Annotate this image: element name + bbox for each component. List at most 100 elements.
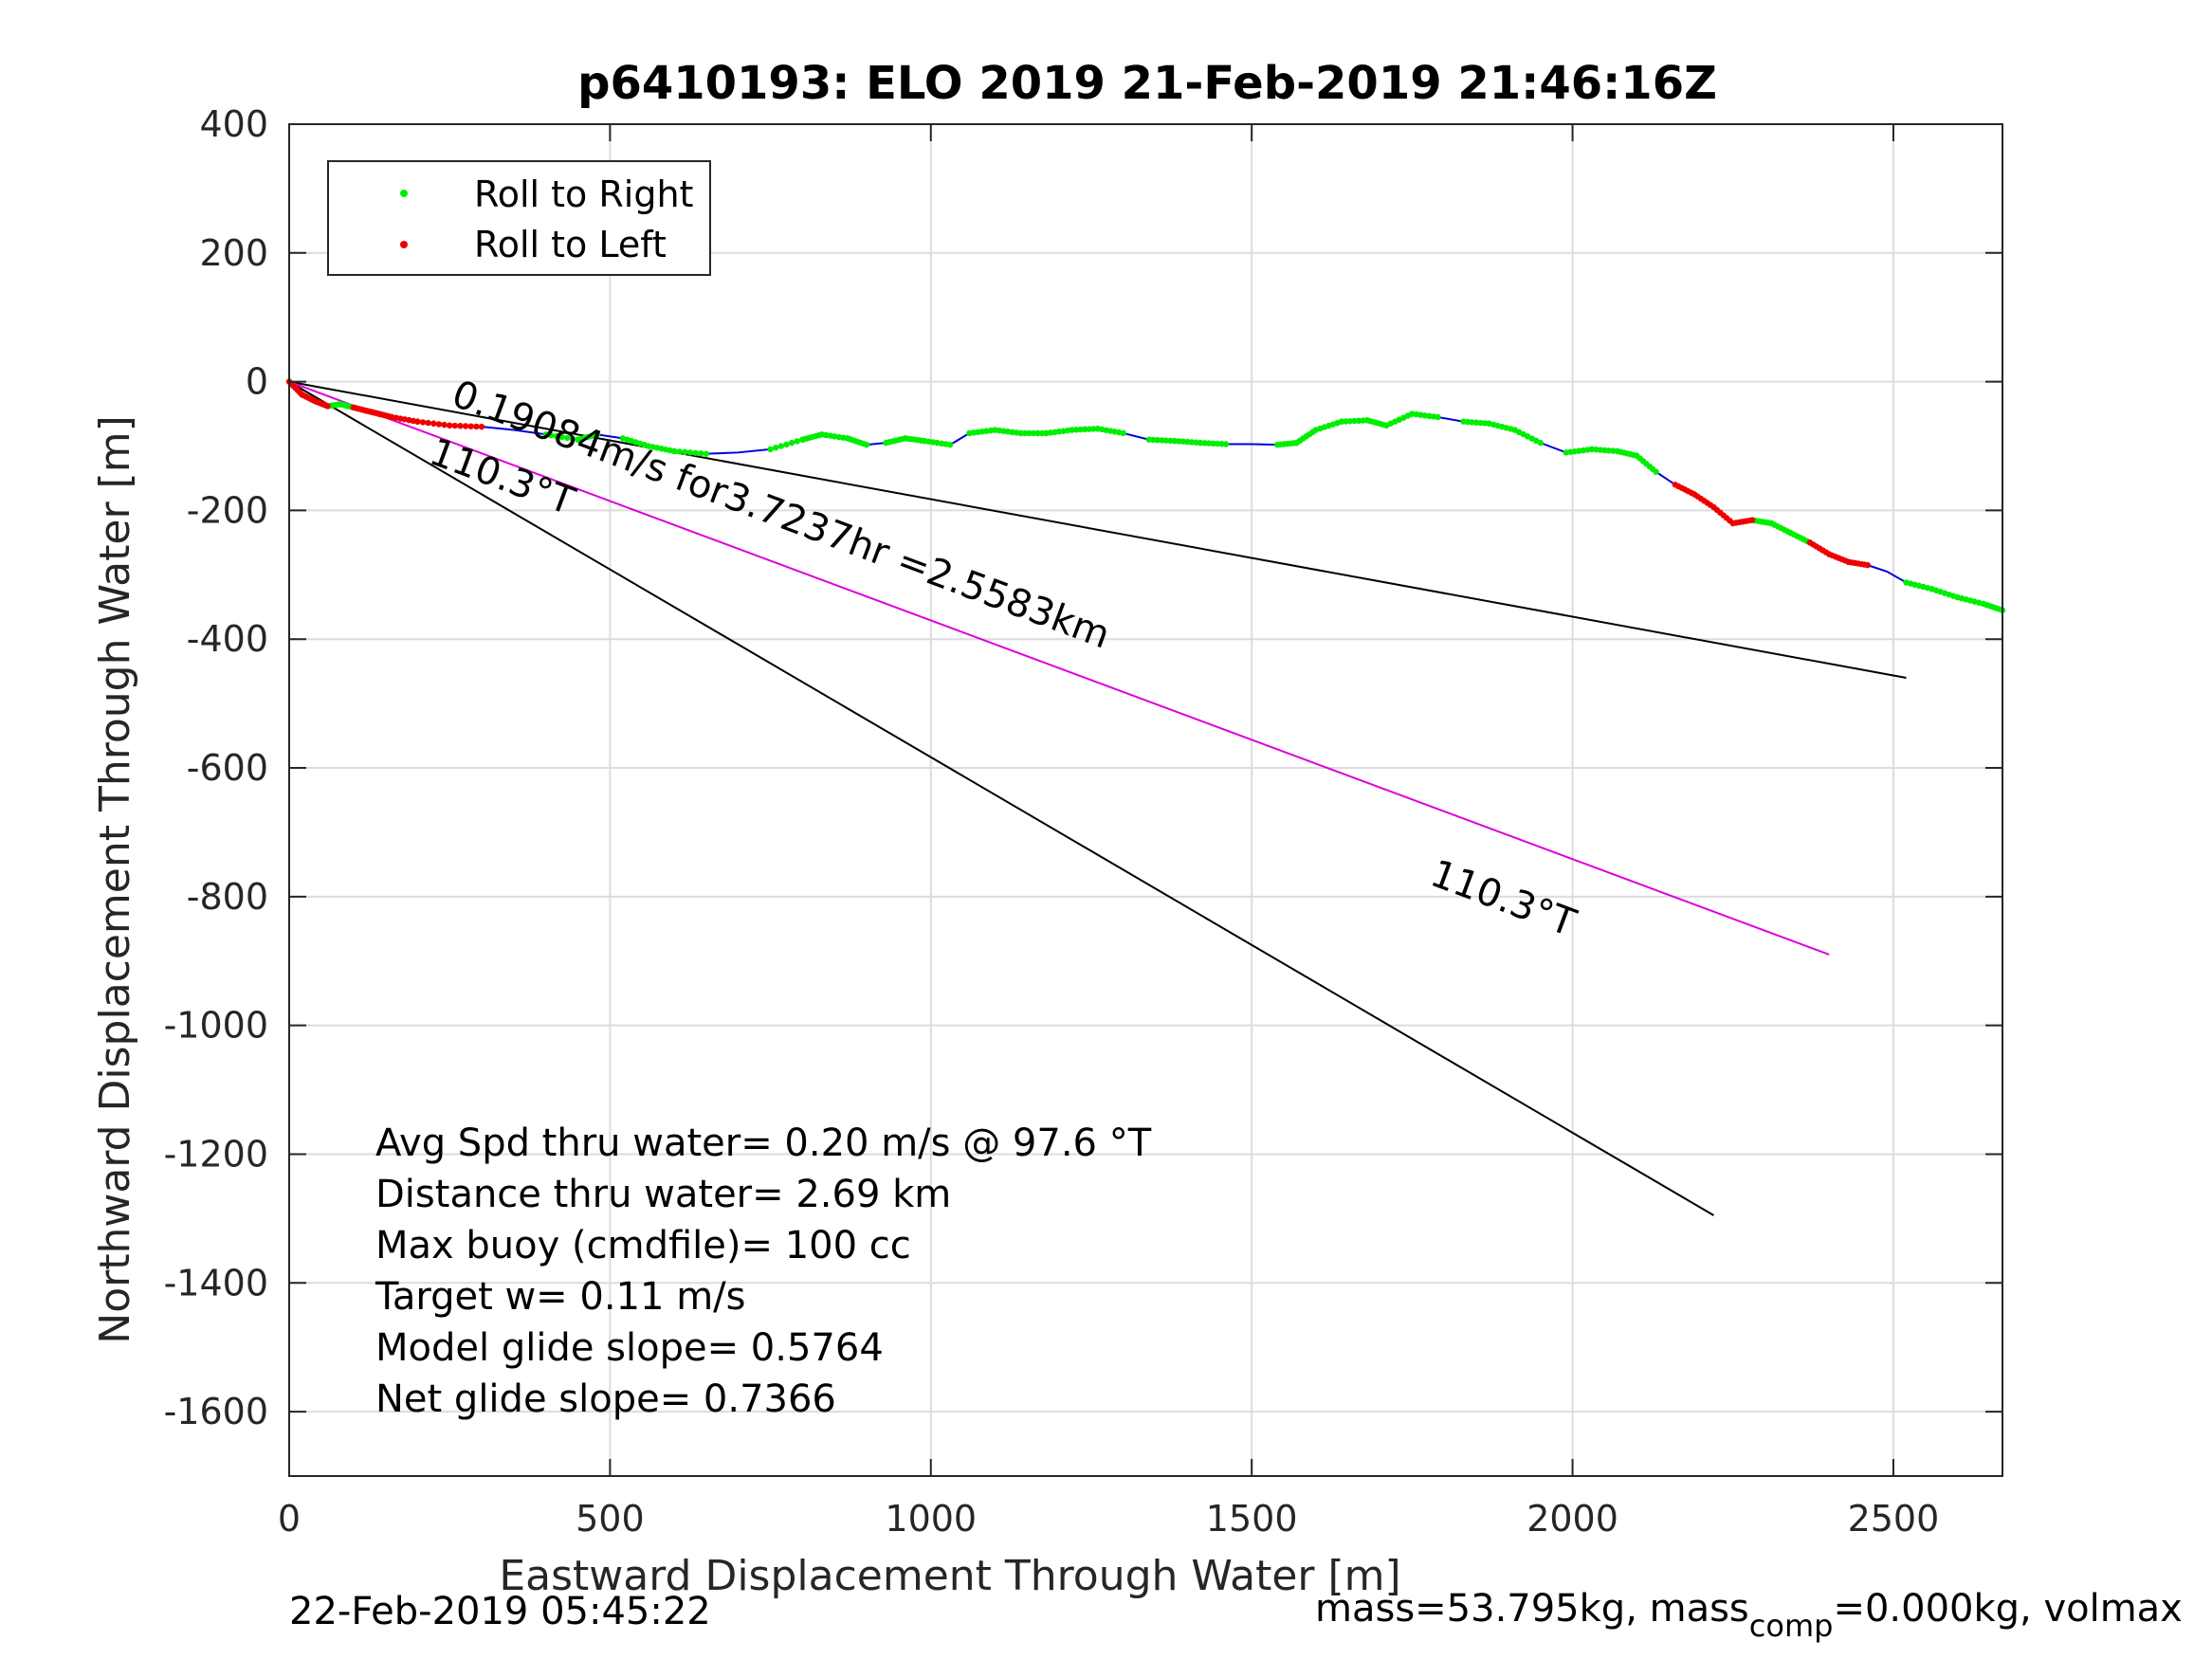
y-tick-label: 200 <box>199 232 268 274</box>
roll-left-point <box>1864 561 1872 569</box>
legend-marker-roll-right <box>400 190 408 197</box>
y-tick-label: -1400 <box>164 1262 268 1304</box>
y-tick-label: -200 <box>187 489 268 531</box>
y-tick-label: 400 <box>199 103 268 145</box>
y-tick-label: -400 <box>187 618 268 660</box>
avg-heading-line-1 <box>288 380 1907 679</box>
roll-right-point <box>1154 436 1161 444</box>
roll-right-point <box>1017 429 1024 437</box>
roll-left-point <box>425 419 431 427</box>
footer-mass-prefix: mass=53.795kg, mass <box>1315 1587 1749 1631</box>
roll-left-point <box>435 421 443 428</box>
roll-right-point <box>1222 441 1230 447</box>
footer-mass-info: mass=53.795kg, masscomp=0.000kg, volmax <box>1315 1587 2183 1644</box>
roll-right-point <box>692 449 699 456</box>
footer-timestamp: 22-Feb-2019 05:45:22 <box>289 1590 711 1633</box>
roll-right-point <box>1086 426 1092 432</box>
roll-left-point <box>446 422 453 428</box>
roll-left-point <box>324 403 331 410</box>
roll-right-point <box>594 431 601 438</box>
roll-right-point <box>1343 418 1349 425</box>
stats-line: Model glide slope= 0.5764 <box>375 1326 884 1370</box>
y-tick-label: -1600 <box>164 1391 268 1432</box>
x-tick-label: 0 <box>278 1498 301 1540</box>
roll-right-point <box>1355 417 1362 425</box>
roll-right-point <box>1218 441 1225 447</box>
roll-right-point <box>1360 417 1366 424</box>
roll-right-point <box>1145 436 1153 443</box>
roll-right-point <box>1338 418 1345 425</box>
roll-right-point <box>1159 437 1165 444</box>
axes-box <box>288 123 2003 1477</box>
x-axis-label: Eastward Displacement Through Water [m] <box>499 1552 1400 1600</box>
stats-line: Distance thru water= 2.69 km <box>375 1173 951 1216</box>
roll-left-point <box>430 420 437 427</box>
current-vector-line <box>288 380 1830 956</box>
roll-left-point <box>414 418 421 425</box>
legend-box <box>327 160 711 276</box>
roll-right-point <box>1197 439 1204 447</box>
y-tick-label: -800 <box>187 876 268 918</box>
x-tick-label: 1000 <box>885 1498 977 1540</box>
legend-label-roll-right: Roll to Right <box>474 173 693 215</box>
avg-heading-line-2 <box>288 380 1714 1216</box>
roll-right-point <box>553 432 560 440</box>
roll-right-point <box>1026 429 1033 437</box>
stats-line: Max buoy (cmdfile)= 100 cc <box>375 1224 911 1267</box>
track <box>285 378 2006 613</box>
stats-block: Avg Spd thru water= 0.20 m/s @ 97.6 °T Di… <box>375 1121 1152 1421</box>
roll-left-point <box>1748 517 1756 523</box>
y-axis-label: Northward Displacement Through Water [m] <box>91 415 139 1343</box>
roll-right-point <box>1030 429 1037 437</box>
legend: Roll to Right Roll to Left <box>327 160 711 276</box>
roll-right-point <box>1038 429 1046 437</box>
x-tick-label: 2500 <box>1848 1498 1940 1540</box>
roll-right-point <box>1077 426 1084 433</box>
roll-right-point <box>1072 427 1080 433</box>
roll-right-point <box>1167 437 1174 445</box>
chart-title: p6410193: ELO 2019 21-Feb-2019 21:46:16Z <box>577 57 1717 110</box>
roll-right-point <box>773 445 779 451</box>
roll-right-point <box>1034 429 1041 437</box>
roll-right-point <box>682 448 688 456</box>
roll-right-point <box>777 443 785 449</box>
roll-right-point <box>670 447 678 455</box>
roll-right-point <box>1214 440 1221 447</box>
legend-label-roll-left: Roll to Left <box>474 224 667 265</box>
y-tick-label: 0 <box>246 361 268 403</box>
legend-marker-roll-left <box>400 241 408 248</box>
roll-right-point <box>1069 427 1075 433</box>
roll-right-point <box>1537 439 1544 447</box>
roll-right-point <box>569 435 576 443</box>
roll-left-point <box>467 423 474 429</box>
roll-right-point <box>1021 429 1029 437</box>
roll-left-point <box>441 421 448 428</box>
stats-line: Net glide slope= 0.7366 <box>375 1377 836 1421</box>
roll-right-point <box>788 439 795 447</box>
roll-right-point <box>558 433 565 441</box>
x-tick-label: 2000 <box>1526 1498 1618 1540</box>
roll-left-point <box>419 419 427 426</box>
roll-right-point <box>946 441 954 448</box>
stats-line: Target w= 0.11 m/s <box>375 1275 745 1319</box>
roll-right-point <box>1205 440 1213 447</box>
roll-right-point <box>703 450 710 457</box>
roll-right-point <box>564 434 571 442</box>
y-tick-label: -1200 <box>164 1133 268 1175</box>
roll-right-point <box>1653 468 1659 475</box>
roll-right-point <box>1435 413 1441 421</box>
roll-left-point <box>457 423 464 429</box>
roll-right-point <box>863 441 870 448</box>
roll-right-point <box>698 450 704 457</box>
roll-right-point <box>1090 426 1097 432</box>
roll-right-point <box>548 432 555 439</box>
roll-right-point <box>1082 426 1088 433</box>
roll-right-point <box>1120 429 1127 437</box>
roll-right-point <box>542 431 549 438</box>
y-tick-label: -1000 <box>164 1005 268 1047</box>
roll-left-point <box>451 422 459 429</box>
roll-right-point <box>1162 437 1170 444</box>
roll-right-point <box>1150 436 1157 444</box>
